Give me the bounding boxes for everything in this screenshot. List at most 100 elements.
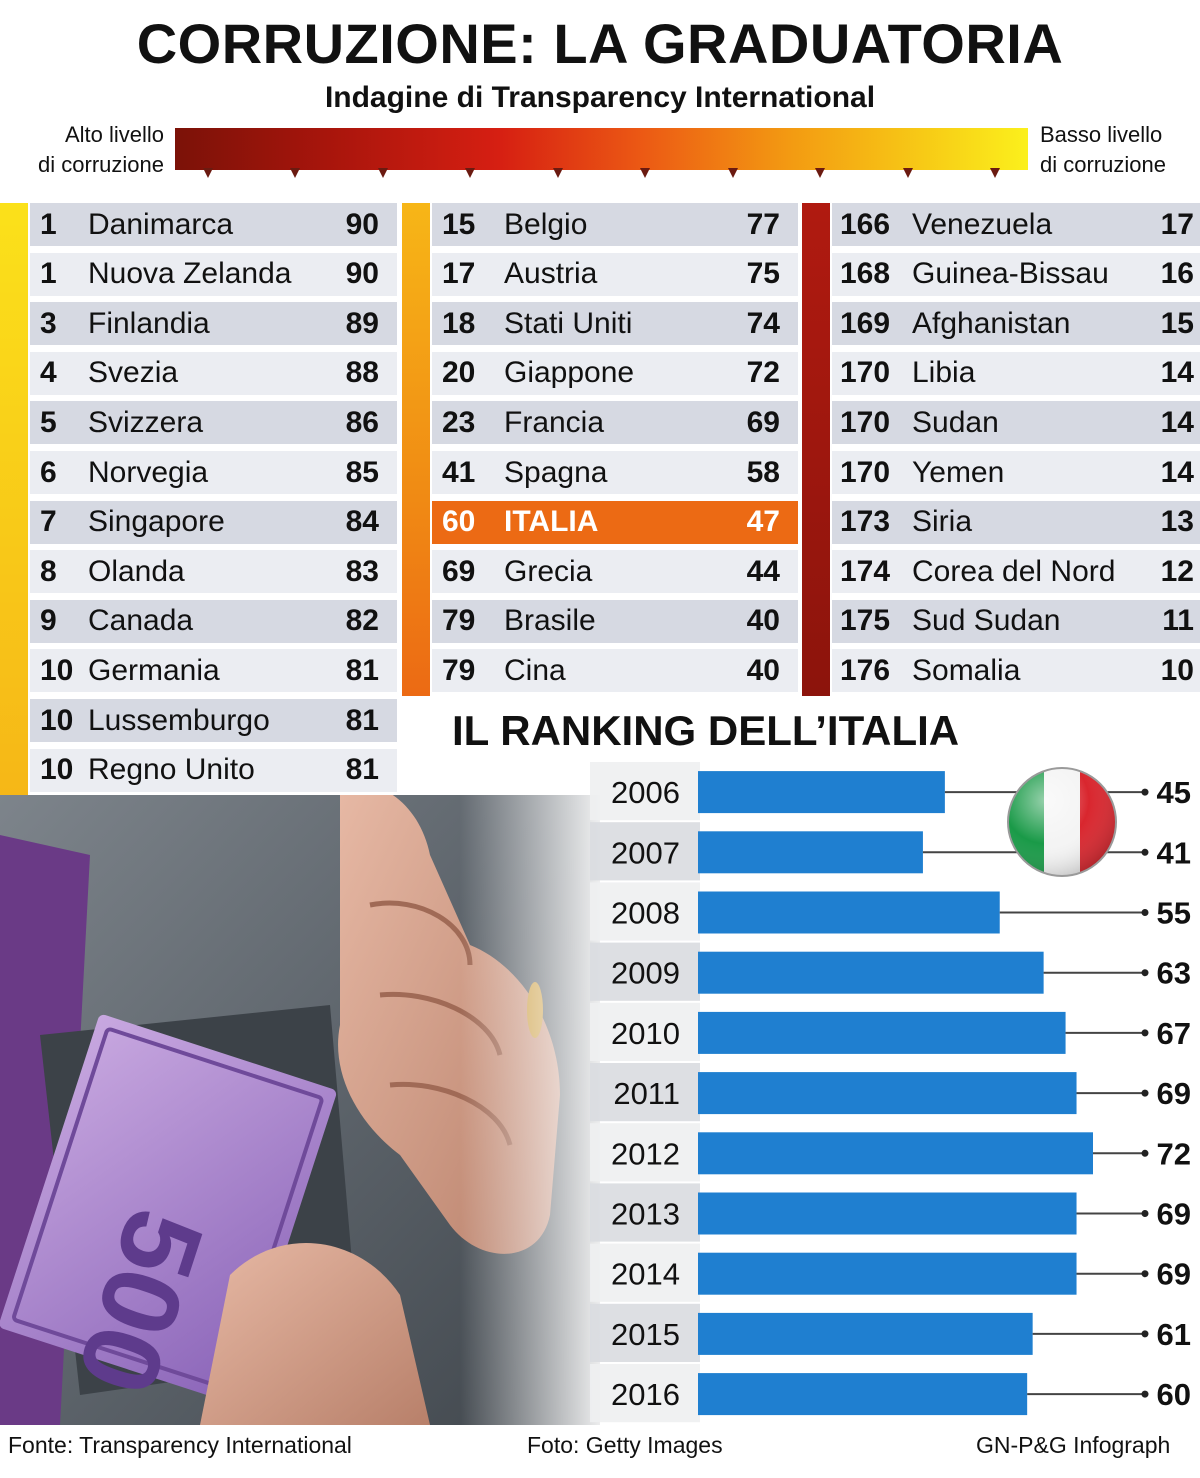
rank-cell: 3 <box>40 306 57 340</box>
rank-cell: 17 <box>442 257 476 291</box>
rank-cell: 1 <box>40 207 57 241</box>
rank-cell: 169 <box>840 306 891 340</box>
value-label: 69 <box>1157 1197 1191 1232</box>
value-label: 45 <box>1157 775 1191 810</box>
score-cell: 16 <box>1160 257 1194 291</box>
score-cell: 14 <box>1160 356 1194 390</box>
footer-source: Fonte: Transparency International <box>8 1432 352 1458</box>
score-cell: 72 <box>746 356 780 390</box>
year-band <box>590 1303 700 1362</box>
country-cell: Somalia <box>912 653 1021 687</box>
year-band <box>590 822 700 881</box>
year-label: 2006 <box>611 775 680 810</box>
leader-dot <box>1141 969 1149 977</box>
ranking-bar <box>698 891 1000 934</box>
table-row: 1 Danimarca 90 <box>30 203 397 249</box>
scale-label-high-line1: Alto livello <box>64 122 164 147</box>
footer-credit: GN-P&G Infograph <box>976 1432 1171 1458</box>
score-cell: 77 <box>746 207 780 241</box>
rank-cell: 5 <box>40 405 57 439</box>
value-label: 63 <box>1157 956 1191 991</box>
score-cell: 75 <box>746 257 780 291</box>
country-cell: Germania <box>88 653 220 687</box>
leader-dot <box>1141 788 1149 796</box>
score-cell: 17 <box>1160 207 1194 241</box>
country-cell: Nuova Zelanda <box>88 257 292 291</box>
country-cell: Lussemburgo <box>88 703 270 737</box>
year-band <box>590 942 700 1001</box>
score-cell: 81 <box>345 753 379 787</box>
leader-dot <box>1141 1029 1149 1037</box>
score-cell: 13 <box>1160 505 1194 539</box>
page-subtitle: Indagine di Transparency International <box>324 81 876 114</box>
table-row: 10 Regno Unito 81 <box>30 748 397 795</box>
leader-dot <box>1141 1390 1149 1398</box>
rank-cell: 6 <box>40 455 57 489</box>
country-cell: Siria <box>912 505 973 539</box>
rank-cell: 20 <box>442 356 476 390</box>
year-label: 2009 <box>611 956 680 991</box>
year-band <box>590 1243 700 1302</box>
rank-cell: 79 <box>442 604 476 638</box>
country-cell: Francia <box>504 405 605 439</box>
table-row: 169 Afghanistan 15 <box>832 302 1200 349</box>
country-cell: Regno Unito <box>88 753 255 787</box>
country-cell: Sudan <box>912 405 999 439</box>
value-label: 41 <box>1157 835 1191 870</box>
footer-photo-credit: Foto: Getty Images <box>527 1432 723 1458</box>
scale-label-low: Basso livello di corruzione <box>1040 120 1200 180</box>
score-cell: 90 <box>345 207 379 241</box>
rank-cell: 176 <box>840 653 891 687</box>
country-cell: Corea del Nord <box>912 554 1116 588</box>
score-cell: 83 <box>345 554 379 588</box>
table-row: 23 Francia 69 <box>432 401 798 448</box>
score-cell: 82 <box>345 604 379 638</box>
country-cell: Venezuela <box>912 207 1053 241</box>
country-cell: Svezia <box>88 356 179 390</box>
year-label: 2010 <box>611 1016 680 1051</box>
rank-cell: 7 <box>40 505 57 539</box>
year-band <box>590 1002 700 1061</box>
leader-dot <box>1141 1330 1149 1338</box>
country-cell: Cina <box>504 653 566 687</box>
score-cell: 88 <box>345 356 379 390</box>
table-row: 173 Siria 13 <box>832 500 1200 547</box>
table-row: 3 Finlandia 89 <box>30 302 397 349</box>
rank-cell: 170 <box>840 455 891 489</box>
scale-label-low-line2: di corruzione <box>1040 152 1166 177</box>
chart-title: IL RANKING DELL’ITALIA <box>452 707 960 754</box>
table-row: 166 Venezuela 17 <box>832 203 1200 249</box>
year-label: 2014 <box>611 1257 680 1292</box>
year-label: 2008 <box>611 896 680 931</box>
score-cell: 81 <box>345 653 379 687</box>
table-row: 79 Cina 40 <box>432 649 798 696</box>
country-cell: Olanda <box>88 554 185 588</box>
table-row: 4 Svezia 88 <box>30 351 397 398</box>
table-row: 69 Grecia 44 <box>432 550 798 597</box>
country-cell: Grecia <box>504 554 593 588</box>
country-cell: Afghanistan <box>912 306 1071 340</box>
table-row: 8 Olanda 83 <box>30 550 397 597</box>
ranking-bar <box>698 1072 1077 1115</box>
country-cell: Canada <box>88 604 194 638</box>
table-row-highlight: 60 ITALIA 47 <box>432 500 798 547</box>
rank-cell: 9 <box>40 604 57 638</box>
country-cell: Austria <box>504 257 598 291</box>
table-row: 168 Guinea-Bissau 16 <box>832 252 1200 299</box>
column-accent-bar <box>802 203 830 696</box>
rank-cell: 168 <box>840 257 891 291</box>
rank-cell: 79 <box>442 653 476 687</box>
table-row: 7 Singapore 84 <box>30 500 397 547</box>
italy-flag-icon <box>1007 767 1117 877</box>
table-row: 5 Svizzera 86 <box>30 401 397 448</box>
country-cell: Singapore <box>88 505 225 539</box>
score-cell: 44 <box>746 554 780 588</box>
column-accent-bar <box>402 203 430 696</box>
country-cell: Stati Uniti <box>504 306 633 340</box>
year-band <box>590 762 700 821</box>
leader-dot <box>1141 909 1149 916</box>
table-row: 175 Sud Sudan 11 <box>832 599 1200 646</box>
value-label: 60 <box>1157 1377 1191 1412</box>
score-cell: 86 <box>345 405 379 439</box>
country-cell: Danimarca <box>88 207 234 241</box>
